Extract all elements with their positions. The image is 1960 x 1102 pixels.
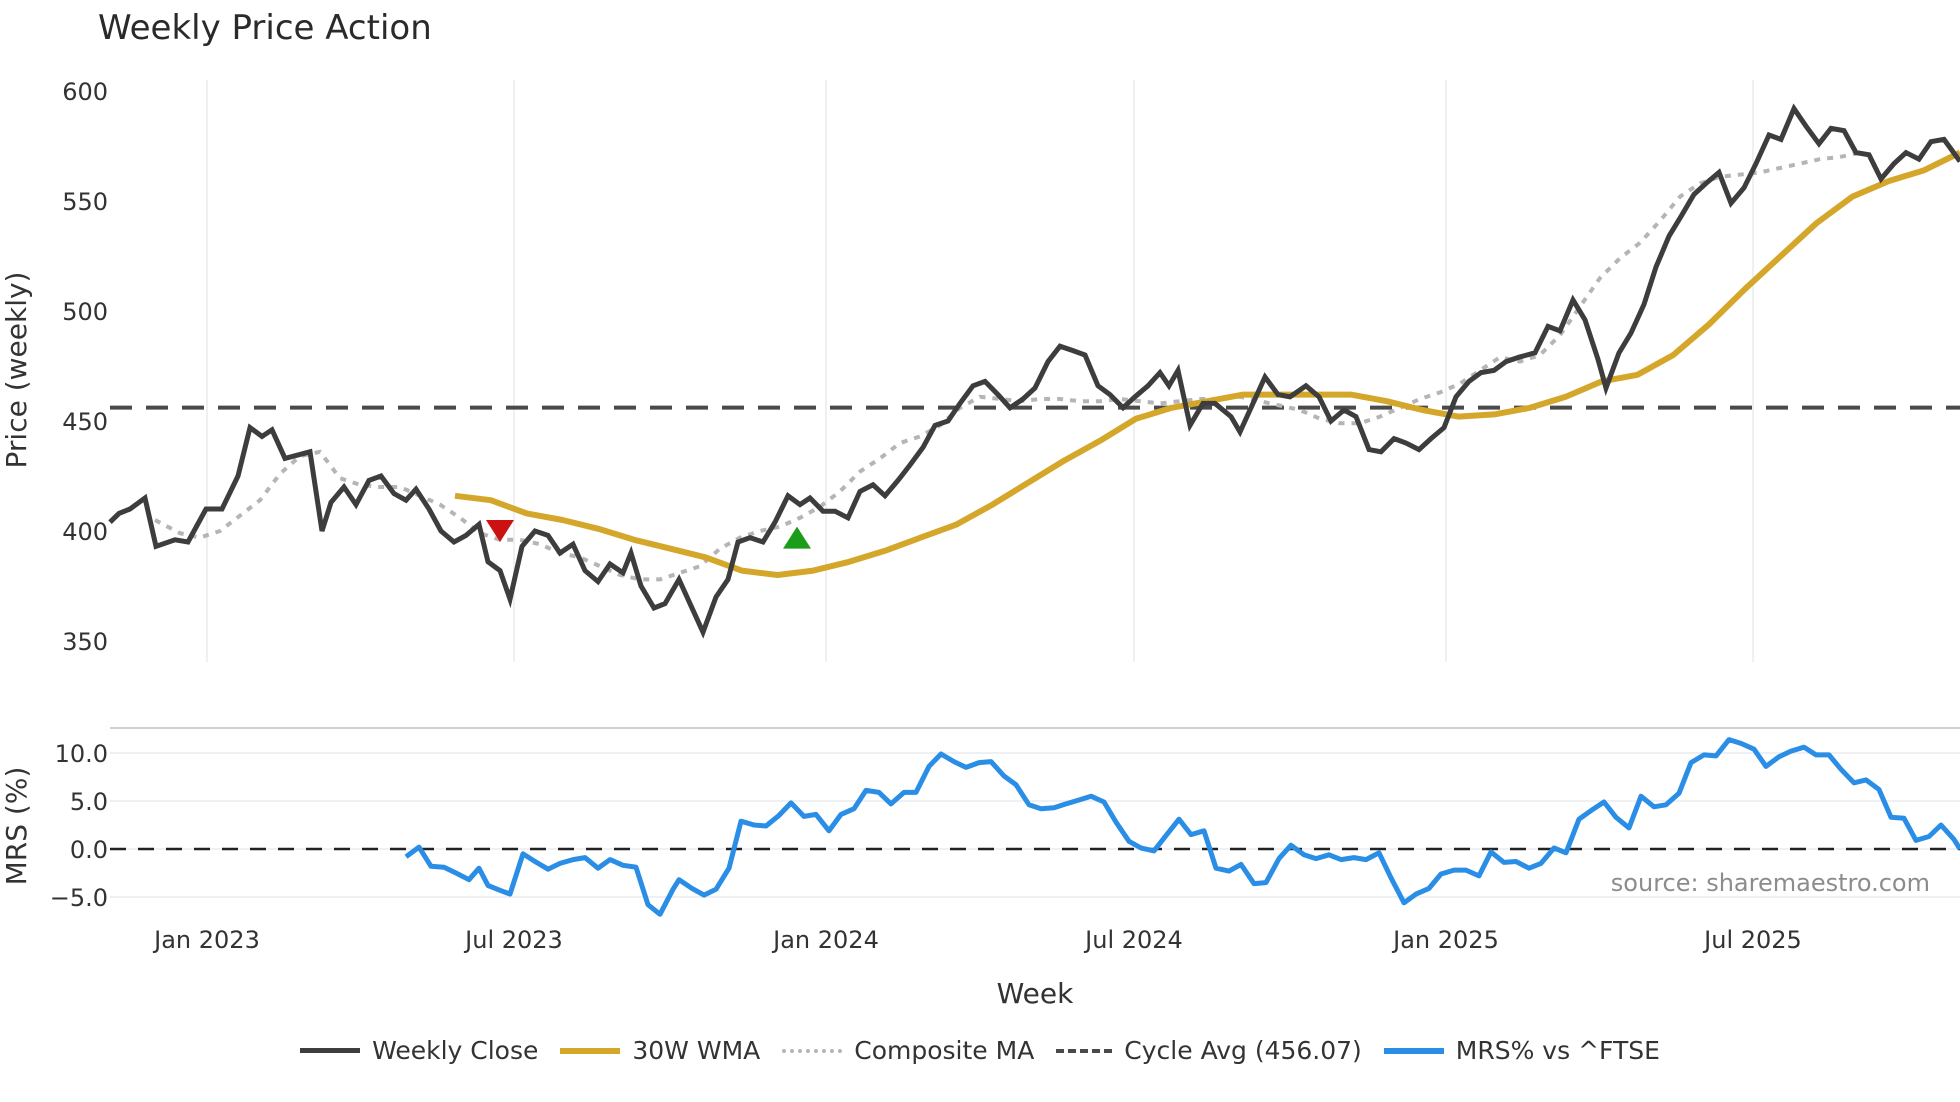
x-tick-label: Jan 2024 bbox=[771, 926, 879, 954]
x-tick-label: Jul 2025 bbox=[1702, 926, 1802, 954]
buy-signal-icon bbox=[783, 526, 811, 549]
chart-title: Weekly Price Action bbox=[98, 8, 432, 48]
weekly-close-line bbox=[108, 103, 1960, 639]
source-label: source: sharemaestro.com bbox=[1611, 869, 1930, 897]
y-tick-label: 10.0 bbox=[55, 740, 108, 768]
legend-swatch-solid-icon bbox=[560, 1047, 621, 1054]
y-tick-label: 500 bbox=[62, 298, 108, 326]
legend-item-cycle-avg[interactable]: Cycle Avg (456.07) bbox=[1056, 1036, 1362, 1065]
y-tick-label: 5.0 bbox=[70, 788, 108, 816]
legend-label: Cycle Avg (456.07) bbox=[1124, 1036, 1362, 1065]
y-tick-label: 450 bbox=[62, 408, 108, 436]
legend-label: Weekly Close bbox=[372, 1036, 539, 1065]
x-tick-label: Jul 2023 bbox=[463, 926, 563, 954]
y-tick-label: −5.0 bbox=[50, 884, 108, 912]
composite-ma-line bbox=[154, 150, 1861, 582]
y-tick-label: 400 bbox=[62, 518, 108, 546]
legend-swatch-solid-icon bbox=[300, 1048, 361, 1053]
legend-item-mrs[interactable]: MRS% vs ^FTSE bbox=[1383, 1036, 1660, 1065]
legend-label: Composite MA bbox=[854, 1036, 1035, 1065]
y-axis-title-price: Price (weekly) bbox=[0, 272, 33, 469]
legend: Weekly Close 30W WMA Composite MA Cycle … bbox=[0, 1036, 1960, 1065]
y-tick-label: 0.0 bbox=[70, 836, 108, 864]
legend-label: MRS% vs ^FTSE bbox=[1455, 1036, 1660, 1065]
legend-item-weekly-close[interactable]: Weekly Close bbox=[300, 1036, 538, 1065]
wma-30w-line bbox=[454, 149, 1960, 578]
legend-swatch-solid-icon bbox=[1383, 1047, 1444, 1054]
x-tick-label: Jan 2025 bbox=[1391, 926, 1499, 954]
x-axis-title: Week bbox=[997, 977, 1074, 1010]
y-tick-label: 600 bbox=[62, 78, 108, 106]
legend-swatch-dashed-icon bbox=[1056, 1048, 1113, 1053]
legend-label: 30W WMA bbox=[632, 1036, 761, 1065]
x-tick-label: Jul 2024 bbox=[1083, 926, 1183, 954]
legend-swatch-dotted-icon bbox=[782, 1048, 843, 1053]
y-tick-label: 550 bbox=[62, 188, 108, 216]
sell-signal-icon bbox=[486, 520, 514, 542]
y-tick-label: 350 bbox=[62, 628, 108, 656]
mrs-line bbox=[404, 737, 1960, 917]
x-tick-label: Jan 2023 bbox=[152, 926, 260, 954]
legend-item-composite-ma[interactable]: Composite MA bbox=[782, 1036, 1034, 1065]
legend-item-30w-wma[interactable]: 30W WMA bbox=[560, 1036, 760, 1065]
y-axis-title-mrs: MRS (%) bbox=[0, 767, 33, 886]
